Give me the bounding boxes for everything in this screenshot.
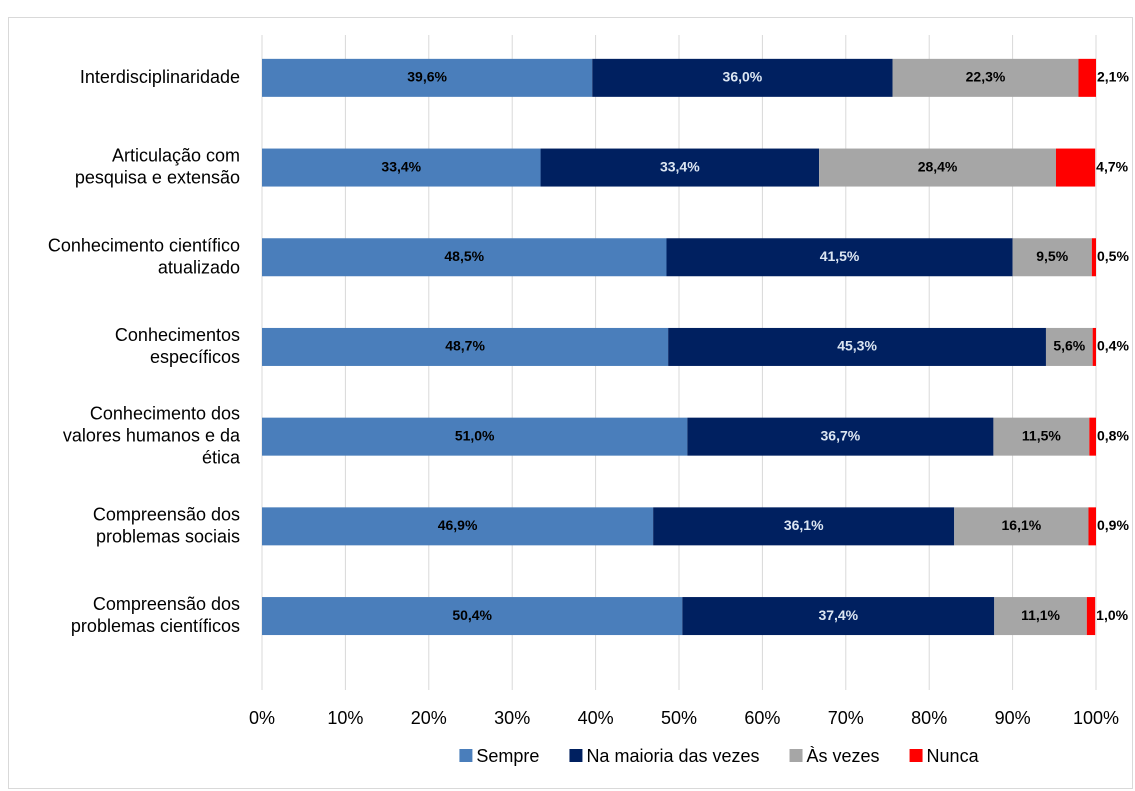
x-tick-label: 0% [249,708,275,728]
value-label: 5,6% [1053,338,1085,354]
bar-segment [994,597,1087,636]
value-label: 28,4% [918,158,958,174]
bar-segment [262,417,688,456]
value-label: 0,9% [1097,517,1129,533]
value-label: 0,4% [1097,338,1129,354]
value-label: 11,5% [1022,427,1061,443]
category-label: Conhecimentos específicos [115,325,240,367]
bar-segment [687,417,994,456]
x-tick-label: 90% [995,708,1031,728]
value-label: 0,8% [1097,427,1129,443]
category-label-line: pesquisa e extensão [70,167,240,187]
category-label: Conhecimento científico atualizado [48,235,240,277]
bar-segment [262,58,593,97]
category-label-line: valores humanos e da [58,425,241,445]
legend-label: Na maioria das vezes [586,746,759,766]
value-label: 2,1% [1097,69,1129,85]
value-label: 11,1% [1021,607,1060,623]
bar-segment [262,148,541,187]
value-label: 45,3% [837,338,877,354]
category-label-line: Compreensão dos [93,594,240,614]
bar-segment [1012,238,1092,277]
value-label: 51,0% [455,427,495,443]
category-label: Compreensão dos problemas sociais [91,504,240,546]
legend-swatch [789,749,803,762]
category-label-line: Conhecimento científico [48,235,240,255]
bar-segment [682,597,995,636]
category-label-line: específicos [145,347,240,367]
value-label: 48,7% [445,338,485,354]
bar-segment [1086,597,1096,636]
value-label: 37,4% [818,607,858,623]
category-label-line: problemas científicos [66,616,240,636]
bar-segment [540,148,820,187]
category-label-line: Compreensão dos [93,504,240,524]
bar-segment [1092,327,1096,366]
bar-segment [1088,507,1096,546]
chart-border [8,17,1133,789]
value-label: 46,9% [438,517,478,533]
value-label: 0,5% [1097,248,1129,264]
category-label: Conhecimento dos valores humanos e da ét… [58,403,241,467]
bar-segment [993,417,1090,456]
category-label-line: ética [197,447,241,467]
x-tick-label: 70% [828,708,864,728]
bar-segment [954,507,1089,546]
bar-segment [668,327,1046,366]
bar-segment [1045,327,1093,366]
value-label: 41,5% [820,248,860,264]
category-label-line: Interdisciplinaridade [80,67,240,87]
x-tick-label: 50% [661,708,697,728]
category-label-line: Articulação com [112,145,240,165]
x-tick-label: 10% [327,708,363,728]
x-tick-label: 20% [411,708,447,728]
bar-segment [592,58,893,97]
bar-segment [262,238,667,277]
category-label-line: problemas sociais [91,526,240,546]
x-tick-label: 40% [578,708,614,728]
category-label-line: Conhecimentos [115,325,240,345]
bar-segment [819,148,1056,187]
value-label: 36,0% [723,69,763,85]
x-tick-label: 30% [494,708,530,728]
bar-segment [262,507,654,546]
value-label: 48,5% [444,248,484,264]
legend-swatch [909,749,923,762]
value-label: 16,1% [1002,517,1042,533]
value-label: 1,0% [1096,607,1128,623]
value-label: 39,6% [407,69,447,85]
legend-label: Sempre [476,746,539,766]
bar-segment [1078,58,1096,97]
category-label-line: Conhecimento dos [90,403,240,423]
value-label: 36,7% [821,427,861,443]
legend-swatch [569,749,583,762]
bar-segment [653,507,955,546]
x-tick-label: 100% [1073,708,1119,728]
value-label: 33,4% [381,158,421,174]
x-tick-label: 60% [744,708,780,728]
bar-segment [262,327,669,366]
value-label: 22,3% [966,69,1006,85]
bar-segment [1089,417,1096,456]
category-label: Compreensão dos problemas científicos [66,594,240,636]
bar-segment [1055,148,1096,187]
legend-swatch [459,749,473,762]
category-label: Articulação com pesquisa e extensão [70,145,240,187]
value-label: 9,5% [1036,248,1068,264]
value-label: 36,1% [784,517,824,533]
value-label: 33,4% [660,158,700,174]
bar-segment [262,597,683,636]
bar-segment [892,58,1079,97]
legend-label: Às vezes [807,746,880,766]
value-label: 50,4% [452,607,492,623]
bar-segment [666,238,1013,277]
x-tick-label: 80% [911,708,947,728]
category-label-line: atualizado [153,257,240,277]
legend-label: Nunca [927,746,980,766]
value-label: 4,7% [1096,158,1128,174]
bar-segment [1091,238,1096,277]
category-label: Interdisciplinaridade [80,67,240,87]
